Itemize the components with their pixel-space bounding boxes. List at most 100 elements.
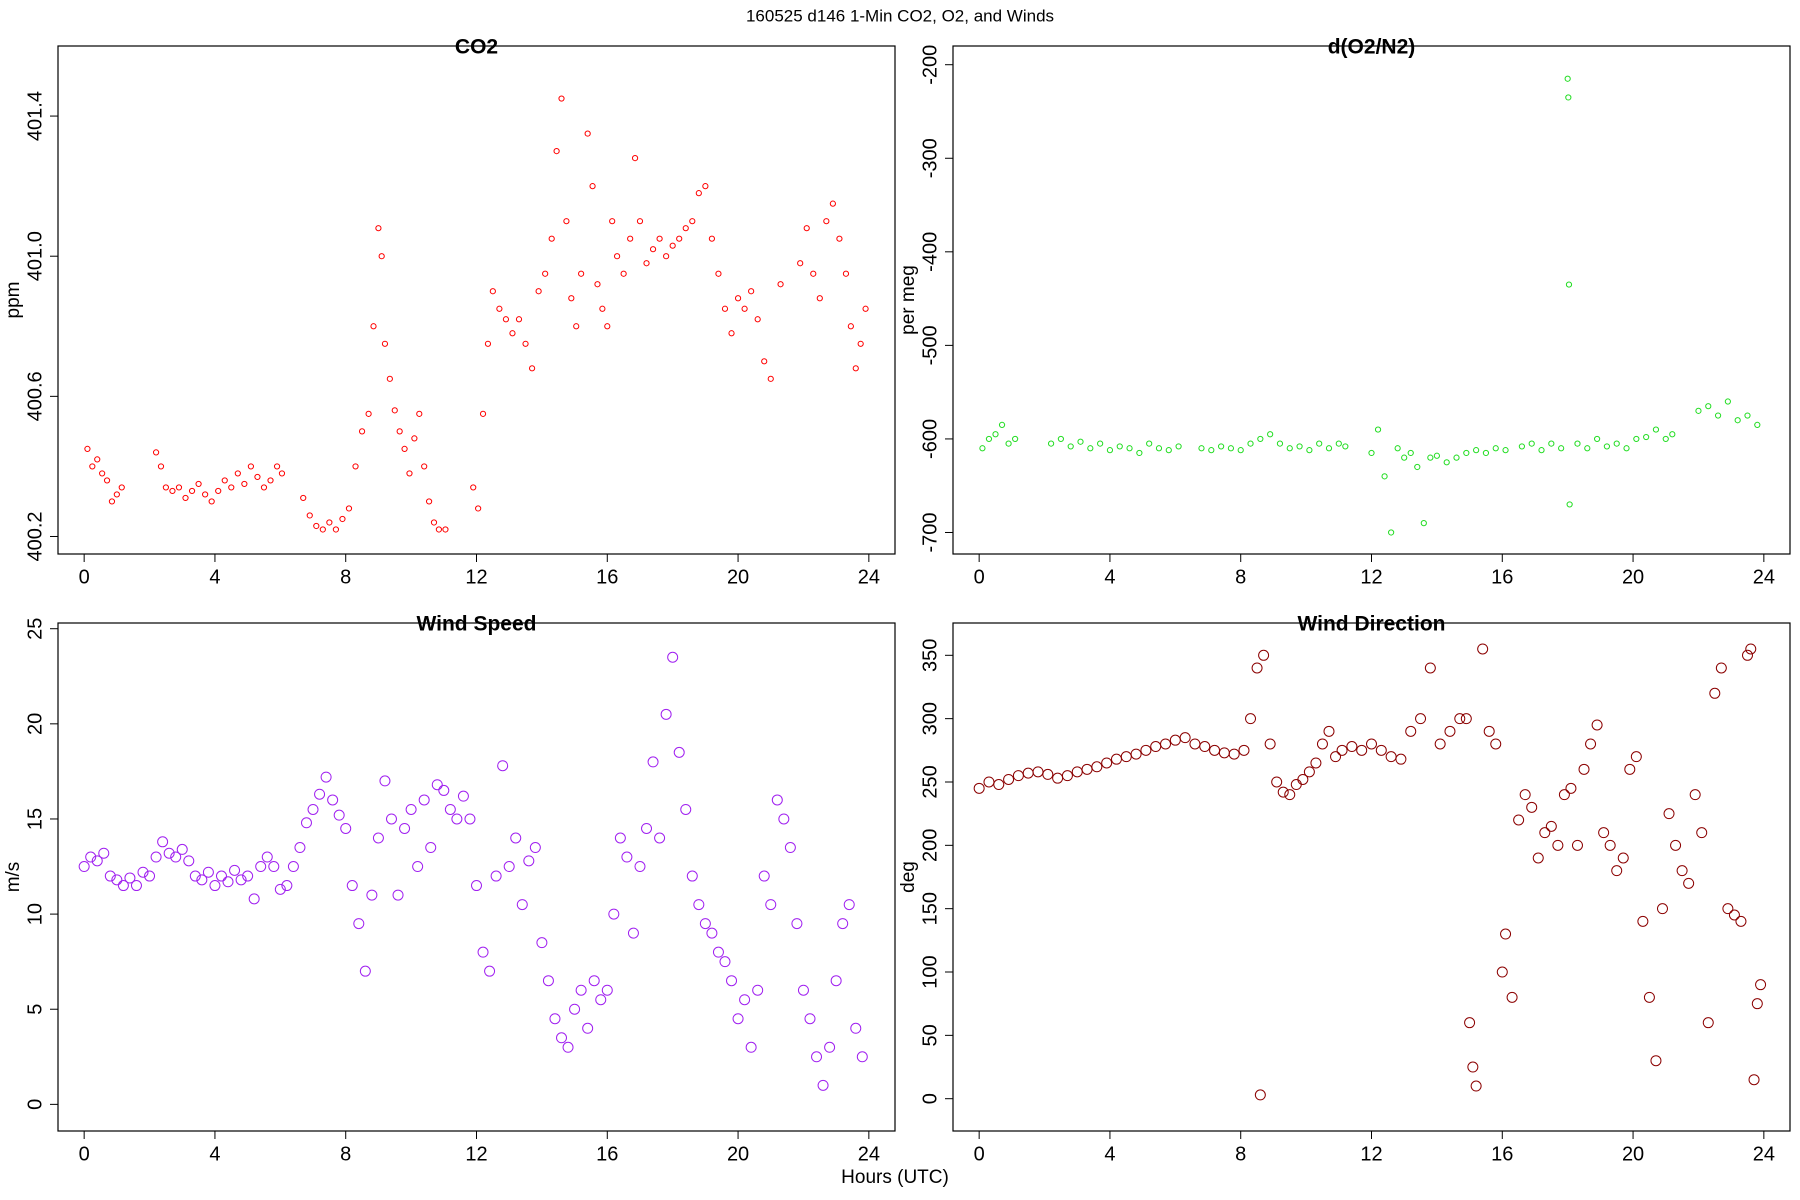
data-point [340, 822, 352, 834]
data-point [1650, 1055, 1662, 1067]
data-point [221, 477, 228, 484]
y-tick-label: 0 [24, 1099, 46, 1110]
data-point [274, 883, 286, 895]
data-point [182, 494, 189, 502]
data-point [1286, 445, 1293, 452]
data-point [535, 288, 542, 295]
data-point [1705, 403, 1712, 410]
data-point [680, 803, 692, 815]
data-point [1500, 928, 1512, 940]
data-point [1175, 443, 1182, 450]
data-point [378, 253, 385, 260]
data-point [636, 218, 644, 225]
data-point [1264, 738, 1276, 750]
data-point [1492, 445, 1499, 452]
data-point [556, 1032, 568, 1044]
data-point [399, 822, 411, 834]
x-tick-label: 8 [1235, 566, 1246, 588]
data-point [416, 410, 423, 417]
x-tick-label: 20 [727, 1143, 749, 1165]
data-point [209, 880, 221, 892]
data-point [761, 358, 768, 365]
data-point [1245, 713, 1257, 725]
data-point [778, 813, 790, 825]
y-tick-label: 0 [919, 1093, 941, 1104]
data-point [150, 851, 162, 863]
data-point [595, 994, 607, 1006]
data-point [1538, 447, 1545, 454]
x-tick-label: 12 [1360, 566, 1382, 588]
data-point [528, 365, 536, 372]
data-point [654, 832, 666, 844]
data-point [1323, 725, 1335, 737]
data-point [516, 899, 528, 911]
data-point [522, 340, 529, 347]
data-point [1401, 454, 1408, 461]
data-point [396, 428, 403, 435]
data-point [1745, 643, 1757, 655]
y-tick-label: 150 [919, 892, 941, 925]
data-point [553, 148, 560, 155]
data-point [254, 473, 261, 481]
data-point [319, 526, 326, 533]
data-point [748, 288, 755, 295]
data-point [667, 651, 679, 663]
data-point [1669, 431, 1676, 438]
data-point [183, 855, 195, 867]
data-point [1643, 433, 1650, 441]
data-point [442, 526, 449, 533]
x-tick-label: 20 [1622, 566, 1644, 588]
data-point [1005, 440, 1012, 447]
data-point [425, 842, 437, 854]
data-point [647, 756, 659, 768]
data-point [573, 323, 580, 330]
figure-title: 160525 d146 1-Min CO2, O2, and Winds [746, 6, 1054, 25]
data-point [1443, 459, 1450, 466]
data-point [584, 130, 591, 137]
data-point [479, 410, 487, 417]
data-point [548, 235, 555, 242]
data-point [313, 522, 320, 530]
data-point [1464, 1017, 1476, 1029]
data-point [1394, 445, 1401, 452]
data-point [1120, 751, 1132, 763]
data-point [242, 870, 254, 882]
data-point [1496, 966, 1508, 978]
data-point [1420, 520, 1427, 527]
data-point [85, 851, 97, 863]
data-point [992, 431, 999, 438]
data-point [1097, 440, 1104, 447]
data-point [708, 235, 716, 242]
data-point [406, 470, 413, 477]
data-point [609, 218, 616, 225]
data-point [1395, 753, 1407, 765]
data-point [998, 421, 1006, 428]
data-point [255, 861, 267, 873]
y-tick-label: 350 [919, 639, 941, 672]
data-point [1208, 447, 1215, 454]
y-tick-label: -200 [919, 45, 941, 85]
data-point [1695, 407, 1702, 414]
data-point [273, 463, 281, 470]
data-point [1290, 779, 1302, 791]
y-tick-label: 100 [919, 955, 941, 988]
x-tick-label: 16 [596, 566, 618, 588]
data-point [202, 491, 209, 498]
data-point [1598, 827, 1610, 839]
data-point [811, 1051, 823, 1063]
data-point [94, 456, 101, 463]
data-point [594, 281, 601, 288]
data-point [1603, 443, 1611, 450]
data-point [170, 851, 182, 863]
data-point [656, 235, 663, 242]
data-point [1346, 741, 1358, 753]
x-tick-label: 4 [209, 1143, 220, 1165]
data-point [1623, 445, 1630, 452]
data-point [412, 861, 424, 873]
data-point [1663, 808, 1675, 820]
data-point [589, 183, 596, 190]
data-point [489, 288, 496, 295]
data-point [1375, 744, 1387, 756]
data-point [614, 832, 626, 844]
data-point [1754, 421, 1761, 428]
